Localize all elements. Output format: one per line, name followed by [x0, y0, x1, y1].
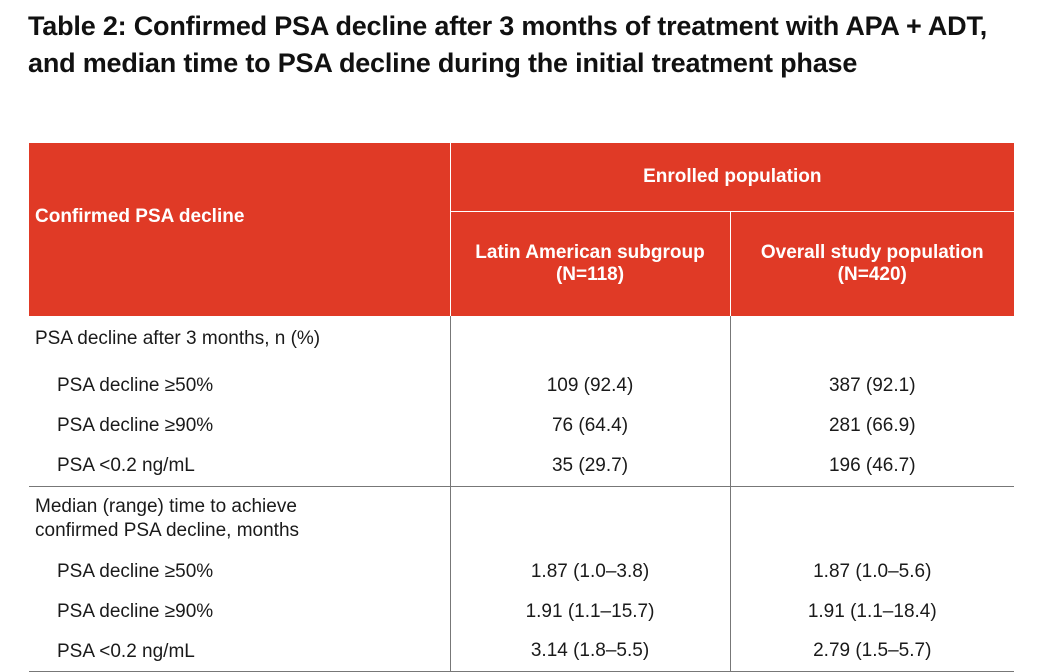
row-label: PSA decline ≥90% — [57, 600, 214, 622]
group-header-enrolled-population: Enrolled population — [449, 143, 1015, 213]
table-title: Table 2: Confirmed PSA decline after 3 m… — [28, 11, 988, 78]
column-header-latin-n: (N=118) — [555, 264, 625, 286]
latin-value: 1.91 (1.1–15.7) — [449, 591, 730, 632]
row-label: PSA decline ≥50% — [57, 375, 214, 396]
overall-value: 2.79 (1.5–5.7) — [729, 631, 1015, 672]
overall-value: 281 (66.9) — [729, 406, 1015, 446]
overall-value: 196 (46.7) — [729, 446, 1015, 487]
column-header-latin-american-subgroup: Latin American subgroup (N=118) — [449, 211, 730, 316]
latin-value: 1.87 (1.0–3.8) — [449, 551, 730, 592]
section-label-psa-decline-3-months: PSA decline after 3 months, n (%) — [35, 328, 321, 349]
row-header-label: Confirmed PSA decline — [29, 143, 450, 316]
column-header-overall-study-population: Overall study population (N=420) — [729, 211, 1015, 316]
row-label: PSA decline ≥90% — [57, 415, 214, 436]
table-row: PSA decline ≥50% 1.87 (1.0–3.8) 1.87 (1.… — [29, 551, 1015, 592]
table-row: PSA decline ≥90% 76 (64.4) 281 (66.9) — [29, 406, 1015, 446]
section-header-row: Median (range) time to achieve confirmed… — [29, 486, 1015, 552]
section-header-row: PSA decline after 3 months, n (%) — [29, 316, 1015, 366]
column-header-latin-label: Latin American subgroup — [475, 242, 705, 264]
row-label: PSA decline ≥50% — [57, 560, 214, 582]
table-row: PSA decline ≥50% 109 (92.4) 387 (92.1) — [29, 366, 1015, 406]
overall-value: 387 (92.1) — [729, 366, 1015, 406]
table-row: PSA <0.2 ng/mL 35 (29.7) 196 (46.7) — [29, 446, 1015, 487]
latin-value: 35 (29.7) — [449, 446, 730, 487]
row-label: PSA <0.2 ng/mL — [29, 446, 450, 487]
overall-value: 1.91 (1.1–18.4) — [729, 591, 1015, 632]
column-header-overall-n: (N=420) — [837, 264, 907, 286]
column-header-overall-label: Overall study population — [760, 242, 984, 264]
section-label-line-2: confirmed PSA decline, months — [35, 519, 300, 541]
section-label-median-time: Median (range) time to achieve confirmed… — [29, 486, 450, 552]
latin-value: 109 (92.4) — [449, 366, 730, 406]
row-label: PSA <0.2 ng/mL — [29, 631, 450, 672]
table-row: PSA decline ≥90% 1.91 (1.1–15.7) 1.91 (1… — [29, 591, 1015, 632]
psa-decline-table: Confirmed PSA decline Enrolled populatio… — [29, 143, 1015, 672]
overall-value: 1.87 (1.0–5.6) — [729, 551, 1015, 592]
table-row: PSA <0.2 ng/mL 3.14 (1.8–5.5) 2.79 (1.5–… — [29, 631, 1015, 672]
section-label-line-1: Median (range) time to achieve — [35, 495, 297, 517]
latin-value: 3.14 (1.8–5.5) — [449, 631, 730, 672]
latin-value: 76 (64.4) — [449, 406, 730, 446]
